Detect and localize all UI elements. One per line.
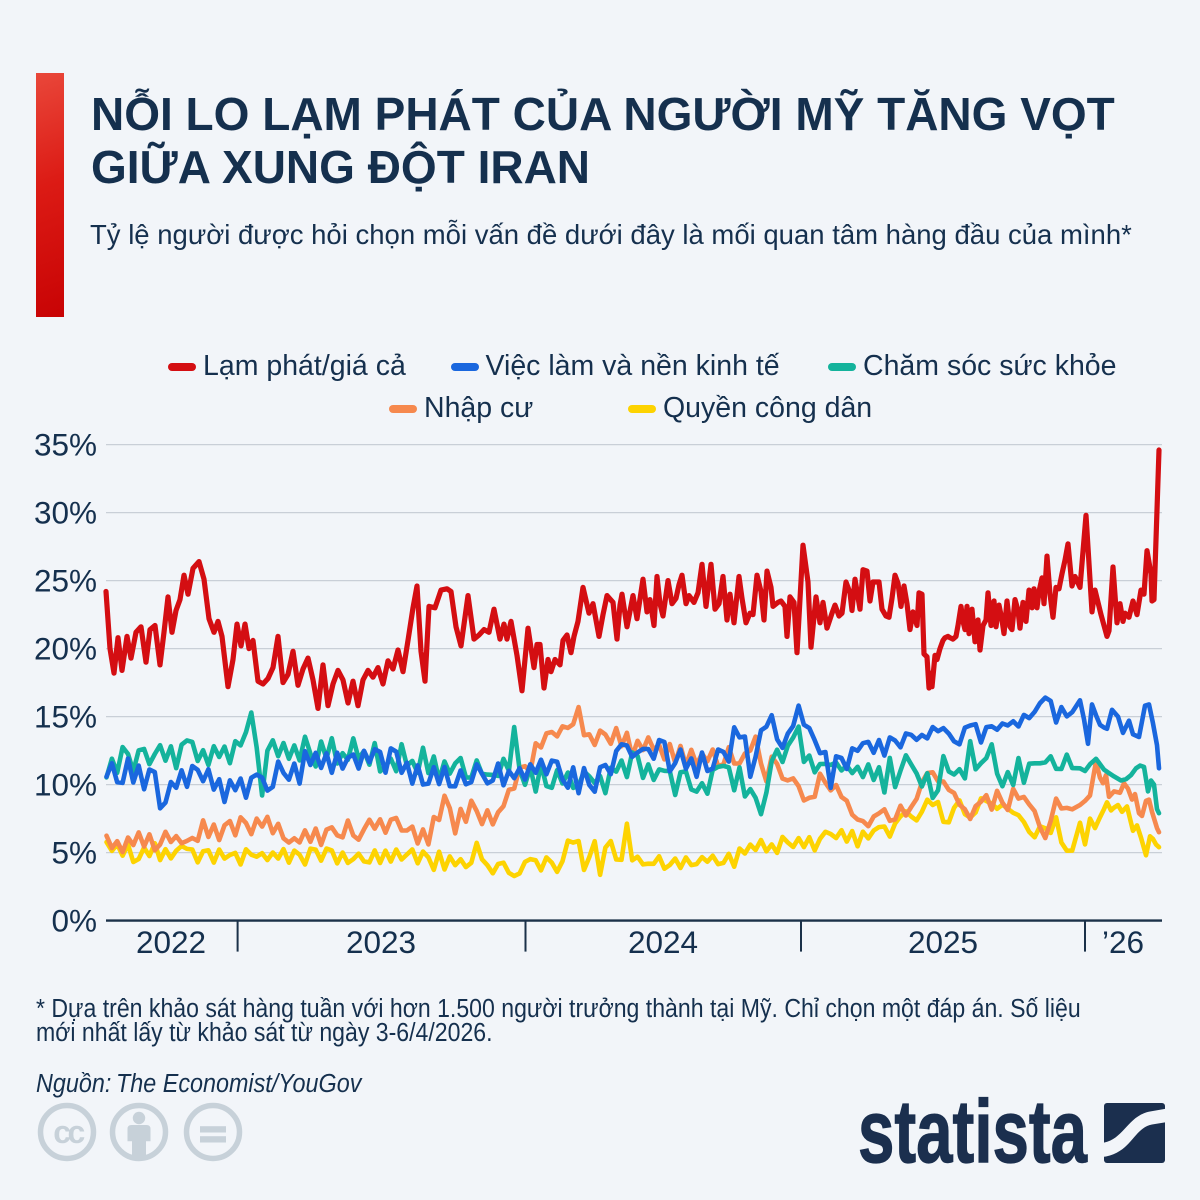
- svg-text:2024: 2024: [628, 924, 698, 960]
- svg-text:cc: cc: [53, 1114, 84, 1150]
- svg-text:’26: ’26: [1102, 924, 1144, 960]
- svg-text:15%: 15%: [34, 699, 97, 735]
- svg-text:2022: 2022: [136, 924, 206, 960]
- svg-text:20%: 20%: [34, 631, 97, 667]
- svg-text:2023: 2023: [346, 924, 416, 960]
- svg-text:35%: 35%: [34, 427, 97, 463]
- svg-text:2025: 2025: [908, 924, 978, 960]
- svg-text:0%: 0%: [51, 903, 97, 939]
- svg-text:10%: 10%: [34, 767, 97, 803]
- svg-text:5%: 5%: [51, 835, 97, 871]
- svg-text:25%: 25%: [34, 563, 97, 599]
- svg-text:30%: 30%: [34, 495, 97, 531]
